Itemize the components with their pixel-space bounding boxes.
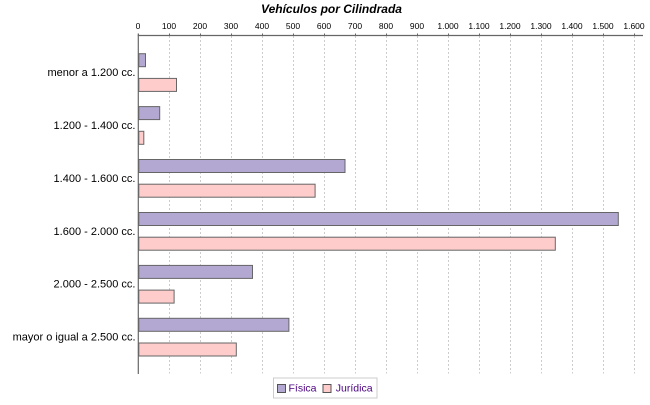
svg-text:1.400 - 1.600 cc.: 1.400 - 1.600 cc. <box>54 173 136 185</box>
svg-text:300: 300 <box>224 21 238 31</box>
svg-text:1.300: 1.300 <box>530 21 552 31</box>
svg-text:1.100: 1.100 <box>468 21 490 31</box>
svg-text:1.600 - 2.000 cc.: 1.600 - 2.000 cc. <box>54 226 136 238</box>
svg-text:Jurídica: Jurídica <box>336 382 373 394</box>
svg-text:1.600: 1.600 <box>623 21 645 31</box>
svg-text:menor a 1.200 cc.: menor a 1.200 cc. <box>47 67 135 79</box>
svg-text:1.000: 1.000 <box>437 21 459 31</box>
svg-text:100: 100 <box>162 21 176 31</box>
svg-text:Física: Física <box>289 382 317 394</box>
svg-text:600: 600 <box>317 21 331 31</box>
svg-text:800: 800 <box>379 21 393 31</box>
svg-text:mayor o igual a 2.500 cc.: mayor o igual a 2.500 cc. <box>13 332 136 344</box>
svg-text:700: 700 <box>348 21 362 31</box>
svg-text:900: 900 <box>410 21 424 31</box>
svg-text:Vehículos por Cilindrada: Vehículos por Cilindrada <box>261 2 402 16</box>
svg-text:1.200 - 1.400 cc.: 1.200 - 1.400 cc. <box>54 120 136 132</box>
svg-text:2.000 - 2.500 cc.: 2.000 - 2.500 cc. <box>54 279 136 291</box>
svg-text:500: 500 <box>286 21 300 31</box>
svg-text:200: 200 <box>193 21 207 31</box>
svg-text:0: 0 <box>136 21 141 31</box>
svg-text:1.400: 1.400 <box>561 21 583 31</box>
svg-text:1.500: 1.500 <box>592 21 614 31</box>
svg-text:400: 400 <box>255 21 269 31</box>
svg-text:1.200: 1.200 <box>499 21 521 31</box>
